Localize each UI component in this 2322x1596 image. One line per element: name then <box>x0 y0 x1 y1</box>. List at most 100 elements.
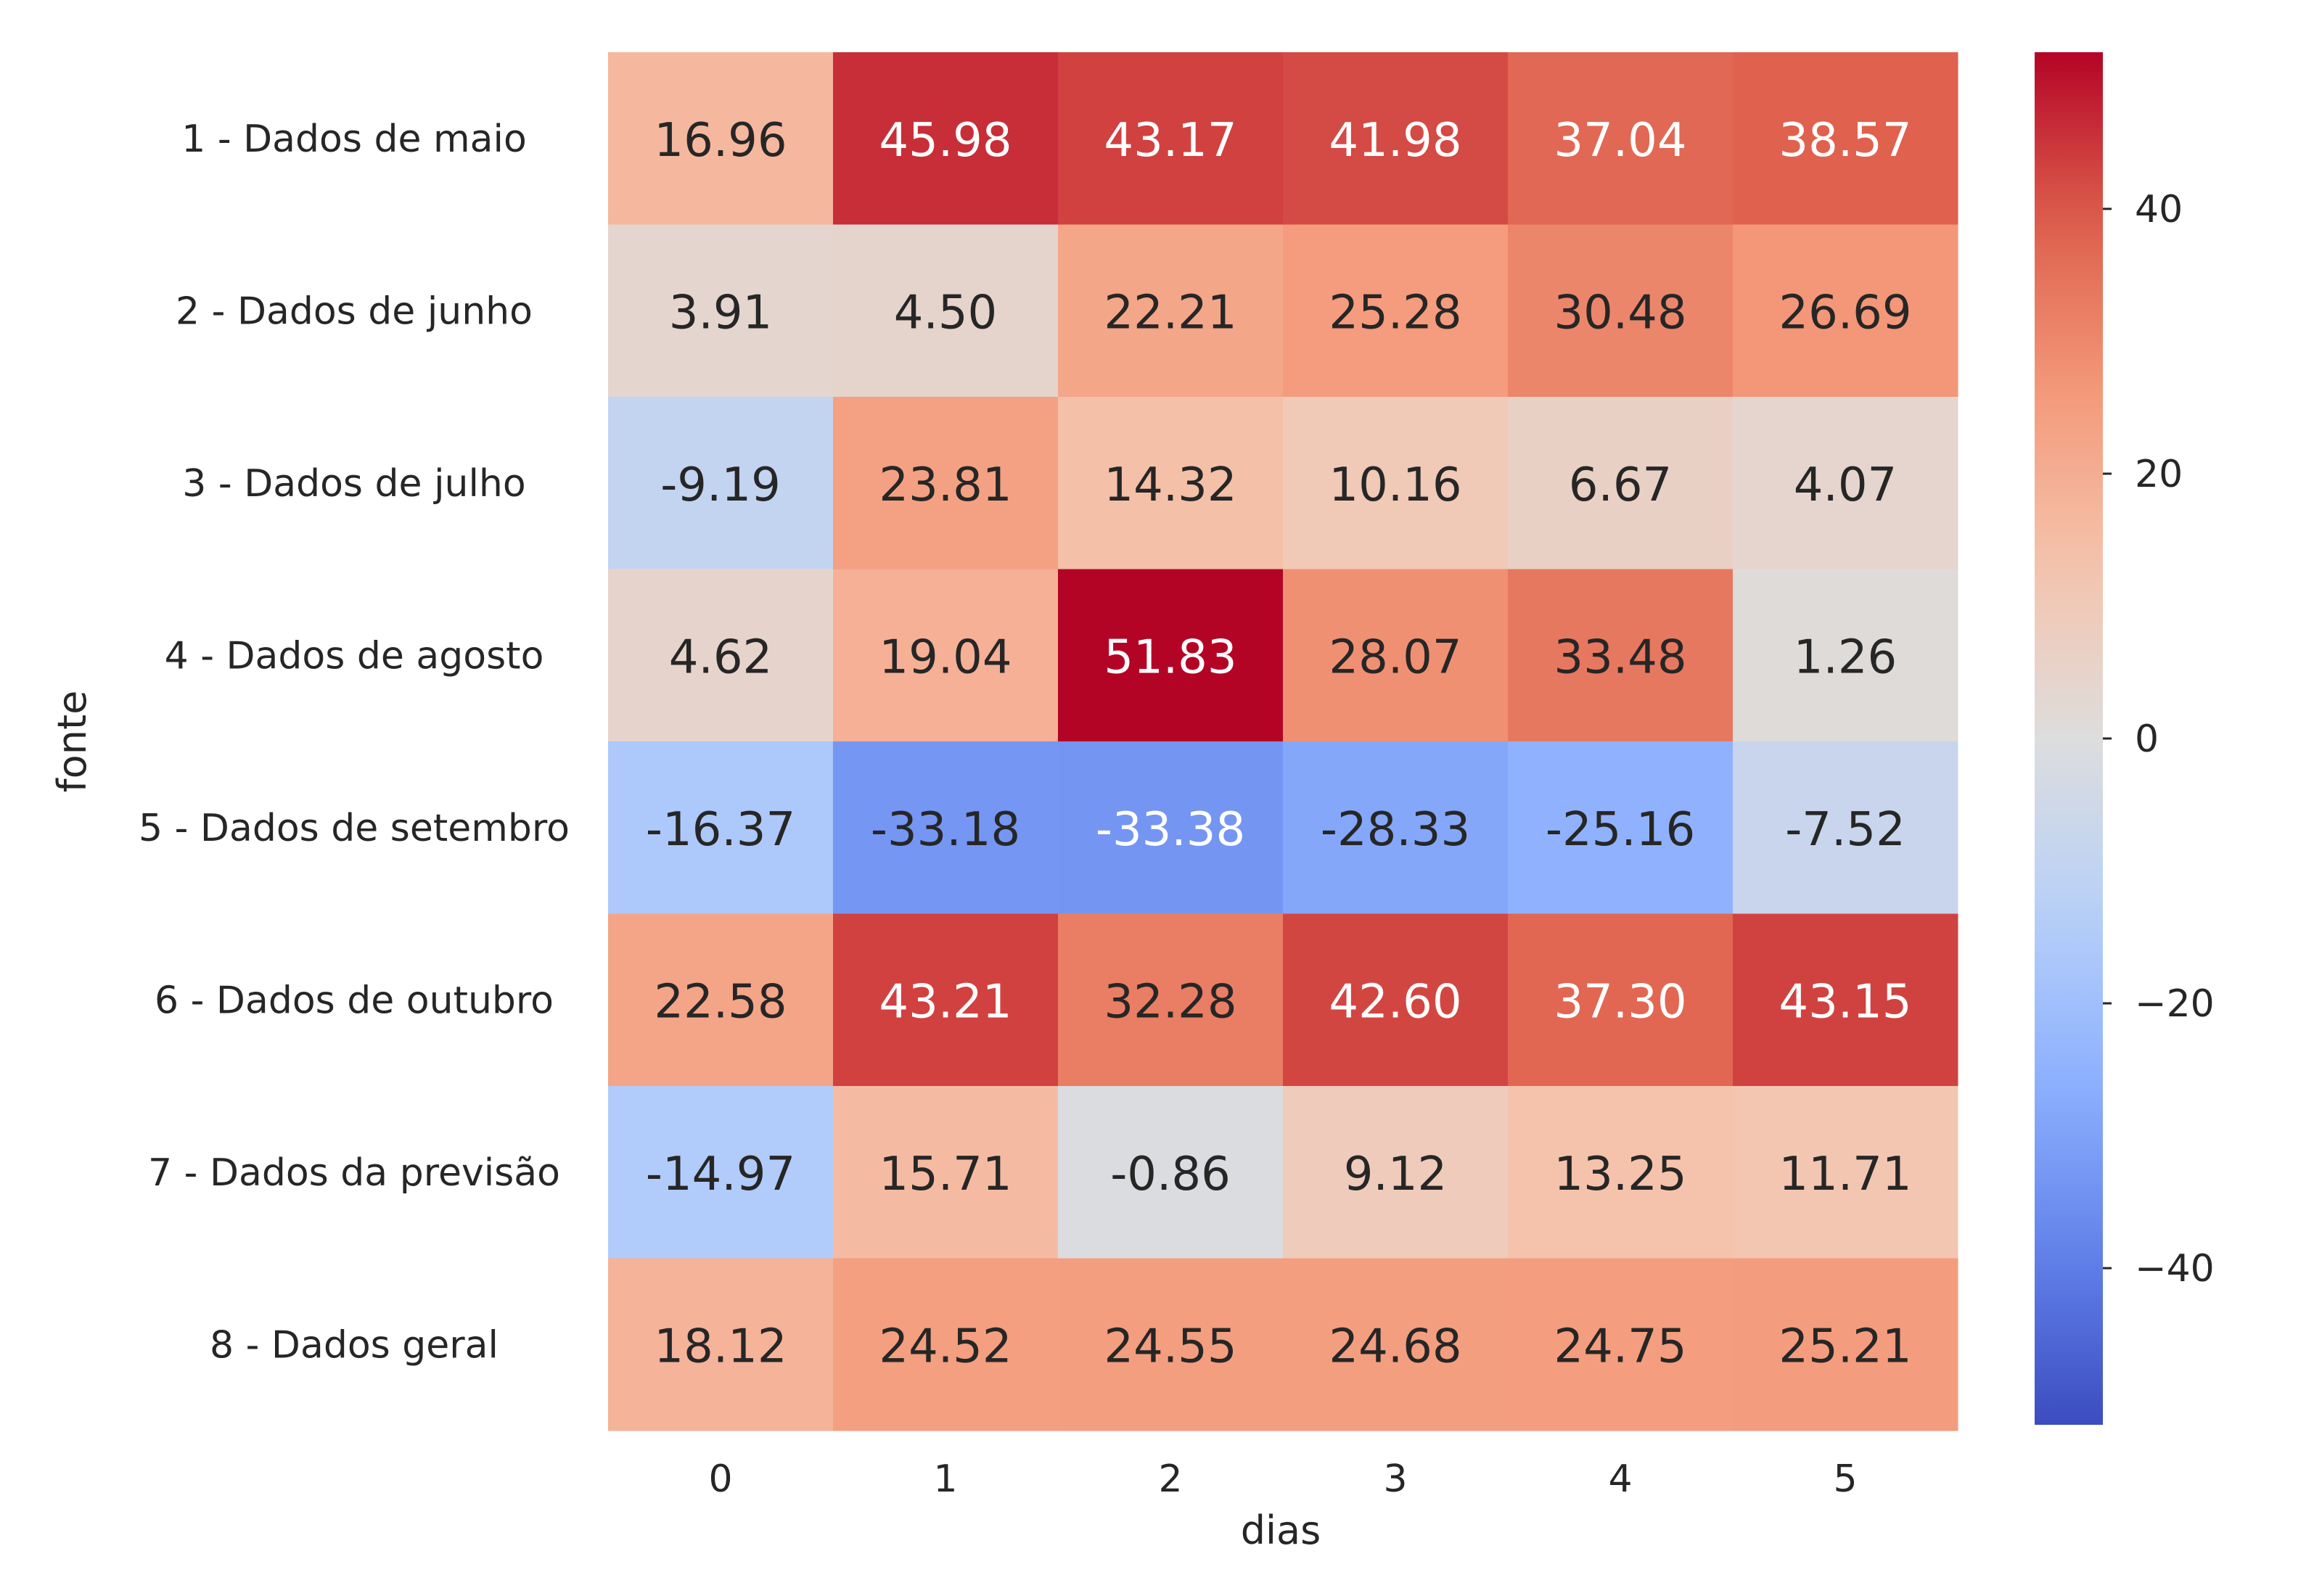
heatmap-cell-value: 15.71 <box>879 1148 1012 1201</box>
heatmap-cell-value: 25.28 <box>1329 286 1461 340</box>
heatmap-cell-value: 24.68 <box>1329 1320 1461 1373</box>
colorbar-tick-label: 20 <box>2135 453 2183 496</box>
heatmap-cell <box>608 569 834 742</box>
heatmap-cell-labels: 16.96 45.98 43.17 41.98 37.04 38.57 3.91 4.50 22… <box>646 114 1912 1374</box>
heatmap-cell <box>1058 569 1284 742</box>
heatmap-cell-value: 30.48 <box>1554 286 1686 340</box>
heatmap-cell <box>1733 741 1958 914</box>
heatmap-cell <box>1508 397 1734 569</box>
x-tick-label: 3 <box>1383 1457 1407 1501</box>
heatmap-cell-value: 24.52 <box>879 1320 1012 1373</box>
heatmap-cell <box>1058 1258 1284 1431</box>
heatmap-cell-value: -33.38 <box>1096 803 1245 857</box>
heatmap-cell <box>1733 569 1958 742</box>
heatmap-cell <box>608 741 834 914</box>
heatmap-cell <box>833 569 1059 742</box>
heatmap-cell-value: 43.15 <box>1779 975 1911 1029</box>
heatmap-cell <box>1508 569 1734 742</box>
y-axis-label: fonte <box>49 691 95 793</box>
heatmap-cell-value: -33.18 <box>871 803 1020 857</box>
heatmap-cell <box>1058 913 1284 1087</box>
heatmap-cell <box>1058 741 1284 914</box>
heatmap-cell-value: 23.81 <box>879 458 1012 512</box>
heatmap-cell-value: -25.16 <box>1546 803 1695 857</box>
heatmap-cell-value: 18.12 <box>654 1320 787 1373</box>
y-tick-labels: 1 - Dados de maio 2 - Dados de junho 3 - D… <box>139 118 570 1367</box>
heatmap-cell <box>1058 224 1284 398</box>
heatmap-cell <box>1283 224 1509 398</box>
x-tick-label: 1 <box>933 1457 957 1501</box>
heatmap-cell <box>833 913 1059 1087</box>
heatmap-cell <box>608 52 834 225</box>
heatmap-cell <box>833 224 1059 398</box>
heatmap-cell <box>1508 52 1734 225</box>
x-tick-label: 0 <box>708 1457 732 1501</box>
heatmap-cell <box>1058 397 1284 569</box>
colorbar <box>2035 52 2103 1425</box>
y-tick-label: 5 - Dados de setembro <box>139 807 570 850</box>
heatmap-cell-value: -0.86 <box>1110 1148 1231 1201</box>
heatmap-cell <box>608 1086 834 1259</box>
heatmap-cell <box>833 1086 1059 1259</box>
heatmap-cell-value: 4.50 <box>894 286 998 340</box>
heatmap-cell <box>1283 397 1509 569</box>
y-tick-label: 6 - Dados de outubro <box>155 979 554 1022</box>
heatmap-cell-value: 16.96 <box>654 114 787 168</box>
y-tick-label: 3 - Dados de julho <box>182 462 525 506</box>
heatmap-cell-value: 26.69 <box>1779 286 1911 340</box>
y-tick-label: 7 - Dados da previsão <box>148 1151 560 1195</box>
heatmap-cell-value: 4.07 <box>1794 458 1898 512</box>
heatmap-cell <box>1508 741 1734 914</box>
heatmap-cell <box>833 397 1059 569</box>
y-tick-label: 8 - Dados geral <box>210 1323 499 1367</box>
heatmap-cell <box>608 913 834 1087</box>
x-tick-label: 5 <box>1833 1457 1857 1501</box>
heatmap-cell <box>1733 1258 1958 1431</box>
heatmap-cell <box>1508 224 1734 398</box>
heatmap-cell <box>833 1258 1059 1431</box>
heatmap-cell-value: 3.91 <box>669 286 773 340</box>
y-tick-label: 2 - Dados de junho <box>176 289 533 333</box>
heatmap-cell-value: 37.04 <box>1554 114 1686 168</box>
heatmap-cell-value: 32.28 <box>1104 975 1236 1029</box>
heatmap-cell-value: 22.58 <box>654 975 787 1029</box>
colorbar-ticks: 40 20 0 −20 −40 <box>2103 188 2215 1291</box>
x-tick-label: 2 <box>1158 1457 1182 1501</box>
heatmap-cell-value: 43.21 <box>879 975 1012 1029</box>
heatmap-cell-value: 11.71 <box>1779 1148 1911 1201</box>
heatmap-cell-value: -9.19 <box>660 458 781 512</box>
x-axis-label: dias <box>1241 1507 1321 1553</box>
x-tick-labels: 0 1 2 3 4 5 <box>708 1457 1857 1501</box>
heatmap-cell <box>1058 1086 1284 1259</box>
heatmap-cell-value: 22.21 <box>1104 286 1236 340</box>
heatmap-cell-value: -7.52 <box>1785 803 1905 857</box>
heatmap-cell <box>608 397 834 569</box>
y-tick-label: 4 - Dados de agosto <box>165 634 544 678</box>
heatmap-cell-value: 43.17 <box>1104 114 1236 168</box>
heatmap-cell <box>608 1258 834 1431</box>
heatmap-cell-value: 24.55 <box>1104 1320 1236 1373</box>
heatmap-cell <box>1733 224 1958 398</box>
heatmap-cell-value: 19.04 <box>879 630 1012 684</box>
heatmap-cell-value: 38.57 <box>1779 114 1911 168</box>
heatmap-cell-value: 51.83 <box>1104 630 1236 684</box>
heatmap-cell <box>1283 569 1509 742</box>
heatmap-cell-value: 37.30 <box>1554 975 1686 1029</box>
colorbar-tick-label: 40 <box>2135 188 2183 231</box>
heatmap-cell <box>1283 913 1509 1087</box>
heatmap-cell <box>833 741 1059 914</box>
heatmap-cell-value: 25.21 <box>1779 1320 1911 1373</box>
heatmap-cell <box>833 52 1059 225</box>
heatmap-cell <box>1058 52 1284 225</box>
heatmap-cell <box>1283 1086 1509 1259</box>
heatmap-cells <box>608 52 1958 1431</box>
heatmap-cell <box>1508 913 1734 1087</box>
heatmap-cell <box>1283 741 1509 914</box>
heatmap-cell-value: -28.33 <box>1321 803 1470 857</box>
heatmap-cell-value: 9.12 <box>1344 1148 1448 1201</box>
heatmap-cell <box>1733 52 1958 225</box>
heatmap-cell-value: 41.98 <box>1329 114 1461 168</box>
heatmap-cell-value: 45.98 <box>879 114 1012 168</box>
heatmap-cell-value: 14.32 <box>1104 458 1236 512</box>
